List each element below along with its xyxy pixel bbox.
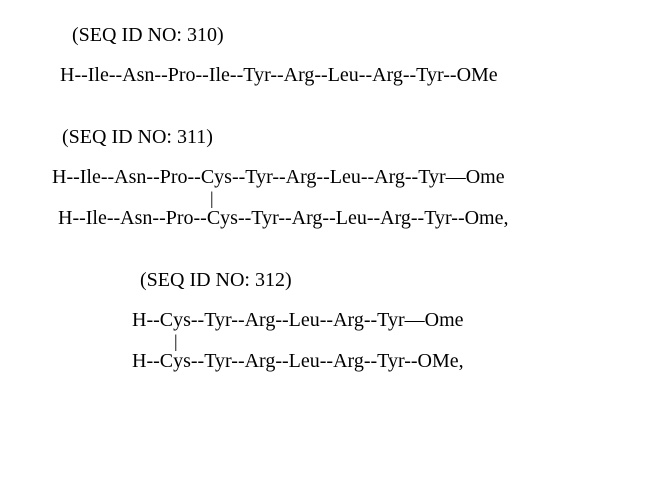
seq-block-310: (SEQ ID NO: 310) H--Ile--Asn--Pro--Ile--… — [0, 24, 660, 90]
seq-header-311: (SEQ ID NO: 311) — [62, 126, 660, 149]
seq-line-312-top: H--Cys--Tyr--Arg--Leu--Arg--Tyr—Ome — [132, 306, 660, 335]
seq-header-310: (SEQ ID NO: 310) — [72, 24, 660, 47]
seq-line-311-top: H--Ile--Asn--Pro--Cys--Tyr--Arg--Leu--Ar… — [52, 163, 660, 192]
seq-line-310: H--Ile--Asn--Pro--Ile--Tyr--Arg--Leu--Ar… — [60, 61, 660, 90]
seq-block-311: (SEQ ID NO: 311) H--Ile--Asn--Pro--Cys--… — [0, 126, 660, 233]
disulfide-bond-311: | — [210, 192, 660, 204]
seq-header-312: (SEQ ID NO: 312) — [140, 269, 660, 292]
document-page: (SEQ ID NO: 310) H--Ile--Asn--Pro--Ile--… — [0, 0, 660, 500]
seq-block-312: (SEQ ID NO: 312) H--Cys--Tyr--Arg--Leu--… — [0, 269, 660, 376]
disulfide-bond-312: | — [174, 335, 660, 347]
seq-line-312-bottom: H--Cys--Tyr--Arg--Leu--Arg--Tyr--OMe, — [132, 347, 660, 376]
seq-line-311-bottom: H--Ile--Asn--Pro--Cys--Tyr--Arg--Leu--Ar… — [58, 204, 660, 233]
